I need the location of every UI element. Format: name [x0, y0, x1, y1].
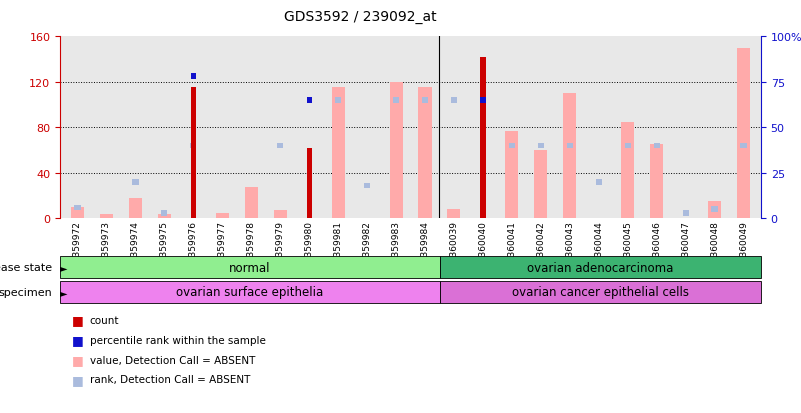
Text: ■: ■	[72, 373, 84, 386]
Bar	[737, 49, 750, 219]
Bar	[60, 256, 440, 279]
Bar	[100, 214, 113, 219]
Bar	[505, 131, 518, 219]
Bar	[622, 122, 634, 219]
Bar	[190, 143, 196, 149]
Bar	[215, 213, 229, 219]
Bar	[332, 88, 344, 219]
Bar	[364, 183, 370, 189]
Bar	[534, 151, 547, 219]
Bar	[389, 83, 403, 219]
Text: ■: ■	[72, 313, 84, 327]
Bar	[481, 98, 485, 104]
Bar	[509, 143, 515, 149]
Bar	[277, 143, 284, 149]
Bar	[440, 256, 761, 279]
Bar	[566, 143, 573, 149]
Text: rank, Detection Call = ABSENT: rank, Detection Call = ABSENT	[90, 375, 250, 385]
Bar	[537, 143, 544, 149]
Bar	[71, 208, 84, 219]
Text: ovarian adenocarcinoma: ovarian adenocarcinoma	[527, 261, 674, 274]
Bar	[132, 180, 139, 185]
Bar	[650, 145, 663, 219]
Text: percentile rank within the sample: percentile rank within the sample	[90, 335, 266, 345]
Bar	[708, 202, 721, 219]
Text: ■: ■	[72, 333, 84, 347]
Bar	[451, 98, 457, 104]
Bar	[654, 143, 660, 149]
Bar	[682, 211, 689, 216]
Text: GDS3592 / 239092_at: GDS3592 / 239092_at	[284, 10, 437, 24]
Bar	[440, 281, 761, 304]
Bar	[335, 98, 341, 104]
Bar	[596, 180, 602, 185]
Bar	[481, 58, 485, 219]
Bar	[191, 88, 196, 219]
Bar	[307, 149, 312, 219]
Bar	[161, 211, 167, 216]
Bar	[74, 205, 81, 211]
Bar	[307, 98, 312, 104]
Text: specimen: specimen	[0, 287, 52, 297]
Bar	[245, 187, 258, 219]
Bar	[740, 143, 747, 149]
Text: count: count	[90, 315, 119, 325]
Bar	[60, 281, 440, 304]
Text: normal: normal	[229, 261, 271, 274]
Bar	[129, 199, 142, 219]
Bar	[191, 74, 196, 80]
Bar	[418, 88, 432, 219]
Bar	[625, 143, 631, 149]
Bar	[563, 94, 576, 219]
Text: ►: ►	[60, 287, 67, 297]
Text: ►: ►	[60, 262, 67, 273]
Bar	[480, 143, 486, 149]
Bar	[448, 210, 461, 219]
Bar	[393, 98, 399, 104]
Text: value, Detection Call = ABSENT: value, Detection Call = ABSENT	[90, 355, 255, 365]
Text: ■: ■	[72, 353, 84, 366]
Text: ovarian surface epithelia: ovarian surface epithelia	[176, 286, 324, 299]
Text: disease state: disease state	[0, 262, 52, 273]
Bar	[158, 214, 171, 219]
Bar	[274, 211, 287, 219]
Bar	[422, 98, 428, 104]
Text: ovarian cancer epithelial cells: ovarian cancer epithelial cells	[512, 286, 689, 299]
Bar	[711, 207, 718, 213]
